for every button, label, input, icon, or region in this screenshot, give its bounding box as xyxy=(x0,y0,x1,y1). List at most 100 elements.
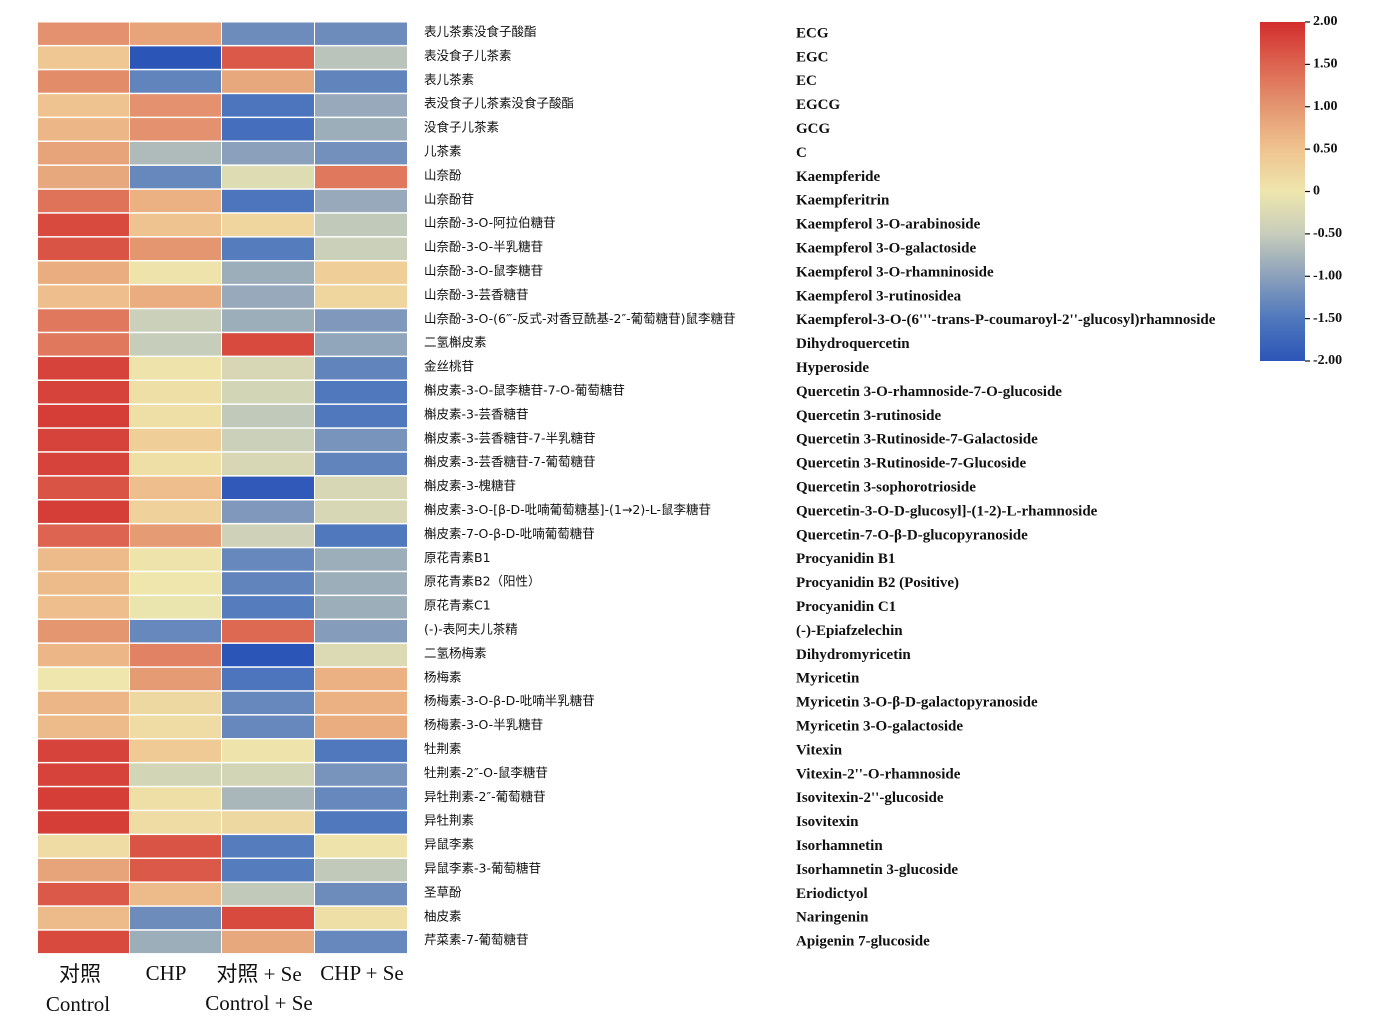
heatmap-cell xyxy=(222,811,314,834)
heatmap-cell xyxy=(130,524,221,547)
heatmap-cell xyxy=(38,500,129,523)
heatmap-cell xyxy=(38,118,129,141)
heatmap-cell xyxy=(130,165,221,189)
colorbar-tick-label: -1.50 xyxy=(1313,311,1342,326)
row-label-cn: 二氢杨梅素 xyxy=(424,645,487,660)
heatmap-cell xyxy=(38,309,129,332)
colorbar-gradient xyxy=(1260,22,1305,361)
row-label-cn: 山奈酚-3-O-(6‴-反式-对香豆酰基-2″-葡萄糖苷)鼠李糖苷 xyxy=(424,311,736,326)
heatmap-cell xyxy=(130,213,221,237)
heatmap-cell xyxy=(38,835,129,858)
heatmap-cell xyxy=(222,165,314,189)
colorbar-tick-label: -0.50 xyxy=(1313,226,1342,241)
colorbar-tick-label: 2.00 xyxy=(1313,14,1338,29)
heatmap-cell xyxy=(38,404,129,428)
heatmap-cell xyxy=(315,333,407,356)
heatmap-cell xyxy=(130,763,221,786)
heatmap-cell xyxy=(38,715,129,738)
heatmap-cell xyxy=(315,261,407,284)
heatmap-cell xyxy=(38,165,129,189)
row-label-en: Dihydromyricetin xyxy=(796,647,911,663)
heatmap-cell xyxy=(222,739,314,762)
row-label-cn: 表儿茶素 xyxy=(424,72,474,87)
heatmap-cell xyxy=(315,46,407,69)
column-labels: 对照 Control CHP 对照 + Se Control + Se CHP + Se xyxy=(46,961,404,1016)
row-label-cn: 儿茶素 xyxy=(424,144,462,159)
row-label-en: Hyperoside xyxy=(796,360,869,376)
english-row-labels: ECG EGC EC EGCG GCG C Kaempferide Kaempferitrin… xyxy=(796,25,1216,949)
row-label-cn: 槲皮素-3-芸香糖苷-7-半乳糖苷 xyxy=(424,430,595,445)
row-label-cn: 表儿茶素没食子酸酯 xyxy=(424,24,537,39)
heatmap-cell xyxy=(130,643,221,667)
row-label-en: EC xyxy=(796,73,817,89)
row-label-en: Procyanidin C1 xyxy=(796,599,896,615)
row-label-en: Isovitexin-2''-glucoside xyxy=(796,790,944,806)
heatmap-cell xyxy=(222,548,314,571)
row-label-en: Quercetin 3-sophorotrioside xyxy=(796,480,976,496)
heatmap-cell xyxy=(222,213,314,237)
heatmap-cell xyxy=(130,548,221,571)
heatmap-cell xyxy=(222,524,314,547)
row-label-en: GCG xyxy=(796,121,831,137)
heatmap-cell xyxy=(38,22,129,45)
heatmap-cell xyxy=(38,46,129,69)
heatmap-cell xyxy=(130,118,221,141)
heatmap-cell xyxy=(222,404,314,428)
row-label-cn: 异牡荆素 xyxy=(424,813,474,828)
heatmap-cell xyxy=(222,428,314,452)
column-label-cn: 对照 + Se xyxy=(216,962,301,986)
row-label-cn: 槲皮素-7-O-β-D-吡喃葡萄糖苷 xyxy=(424,526,595,541)
row-label-cn: 没食子儿茶素 xyxy=(424,120,499,135)
row-label-en: Myricetin 3-O-β-D-galactopyranoside xyxy=(796,695,1038,711)
row-label-cn: 异鼠李素-3-葡萄糖苷 xyxy=(424,861,541,876)
heatmap-cell xyxy=(38,476,129,499)
heatmap-cell xyxy=(315,715,407,738)
heatmap-cell xyxy=(130,811,221,834)
row-label-en: Quercetin 3-O-rhamnoside-7-O-glucoside xyxy=(796,384,1062,400)
heatmap-cell xyxy=(315,667,407,691)
heatmap-cell xyxy=(38,452,129,476)
row-label-cn: 二氢槲皮素 xyxy=(424,335,487,350)
row-label-en: Eriodictyol xyxy=(796,886,868,902)
row-label-cn: 山奈酚-3-O-鼠李糖苷 xyxy=(424,263,543,278)
heatmap-cell xyxy=(38,859,129,882)
heatmap-cells xyxy=(38,22,407,954)
heatmap-cell xyxy=(222,667,314,691)
heatmap-cell xyxy=(315,357,407,380)
row-label-cn: 山奈酚-3-O-阿拉伯糖苷 xyxy=(424,215,556,230)
heatmap-cell xyxy=(130,142,221,165)
heatmap-cell xyxy=(130,620,221,643)
row-label-cn: 芹菜素-7-葡萄糖苷 xyxy=(424,932,528,947)
heatmap-cell xyxy=(315,22,407,45)
heatmap-cell xyxy=(315,620,407,643)
row-label-en: Quercetin-3-O-D-glucosyl]-(1-2)-L-rhamno… xyxy=(796,503,1098,519)
row-label-en: Kaempferol-3-O-(6'''-trans-P-coumaroyl-2… xyxy=(796,312,1216,328)
heatmap-cell xyxy=(222,309,314,332)
heatmap-cell xyxy=(38,548,129,571)
heatmap-cell xyxy=(222,46,314,69)
heatmap-cell xyxy=(38,763,129,786)
heatmap-cell xyxy=(130,787,221,810)
heatmap-cell xyxy=(38,596,129,619)
heatmap-cell xyxy=(315,213,407,237)
heatmap-cell xyxy=(222,763,314,786)
heatmap-cell xyxy=(130,859,221,882)
row-label-en: EGCG xyxy=(796,97,841,113)
heatmap-cell xyxy=(38,787,129,810)
heatmap-cell xyxy=(315,930,407,954)
heatmap-cell xyxy=(222,285,314,308)
heatmap-cell xyxy=(222,189,314,213)
heatmap-cell xyxy=(315,404,407,428)
heatmap-cell xyxy=(315,524,407,547)
heatmap-cell xyxy=(130,835,221,858)
heatmap-cell xyxy=(38,882,129,906)
column-label-en: CHP + Se xyxy=(320,961,403,985)
row-label-en: Isovitexin xyxy=(796,814,859,830)
heatmap-cell xyxy=(130,739,221,762)
heatmap-cell xyxy=(38,906,129,930)
row-label-en: Procyanidin B1 xyxy=(796,551,895,567)
heatmap-cell xyxy=(130,70,221,93)
heatmap-cell xyxy=(222,22,314,45)
heatmap-cell xyxy=(315,70,407,93)
